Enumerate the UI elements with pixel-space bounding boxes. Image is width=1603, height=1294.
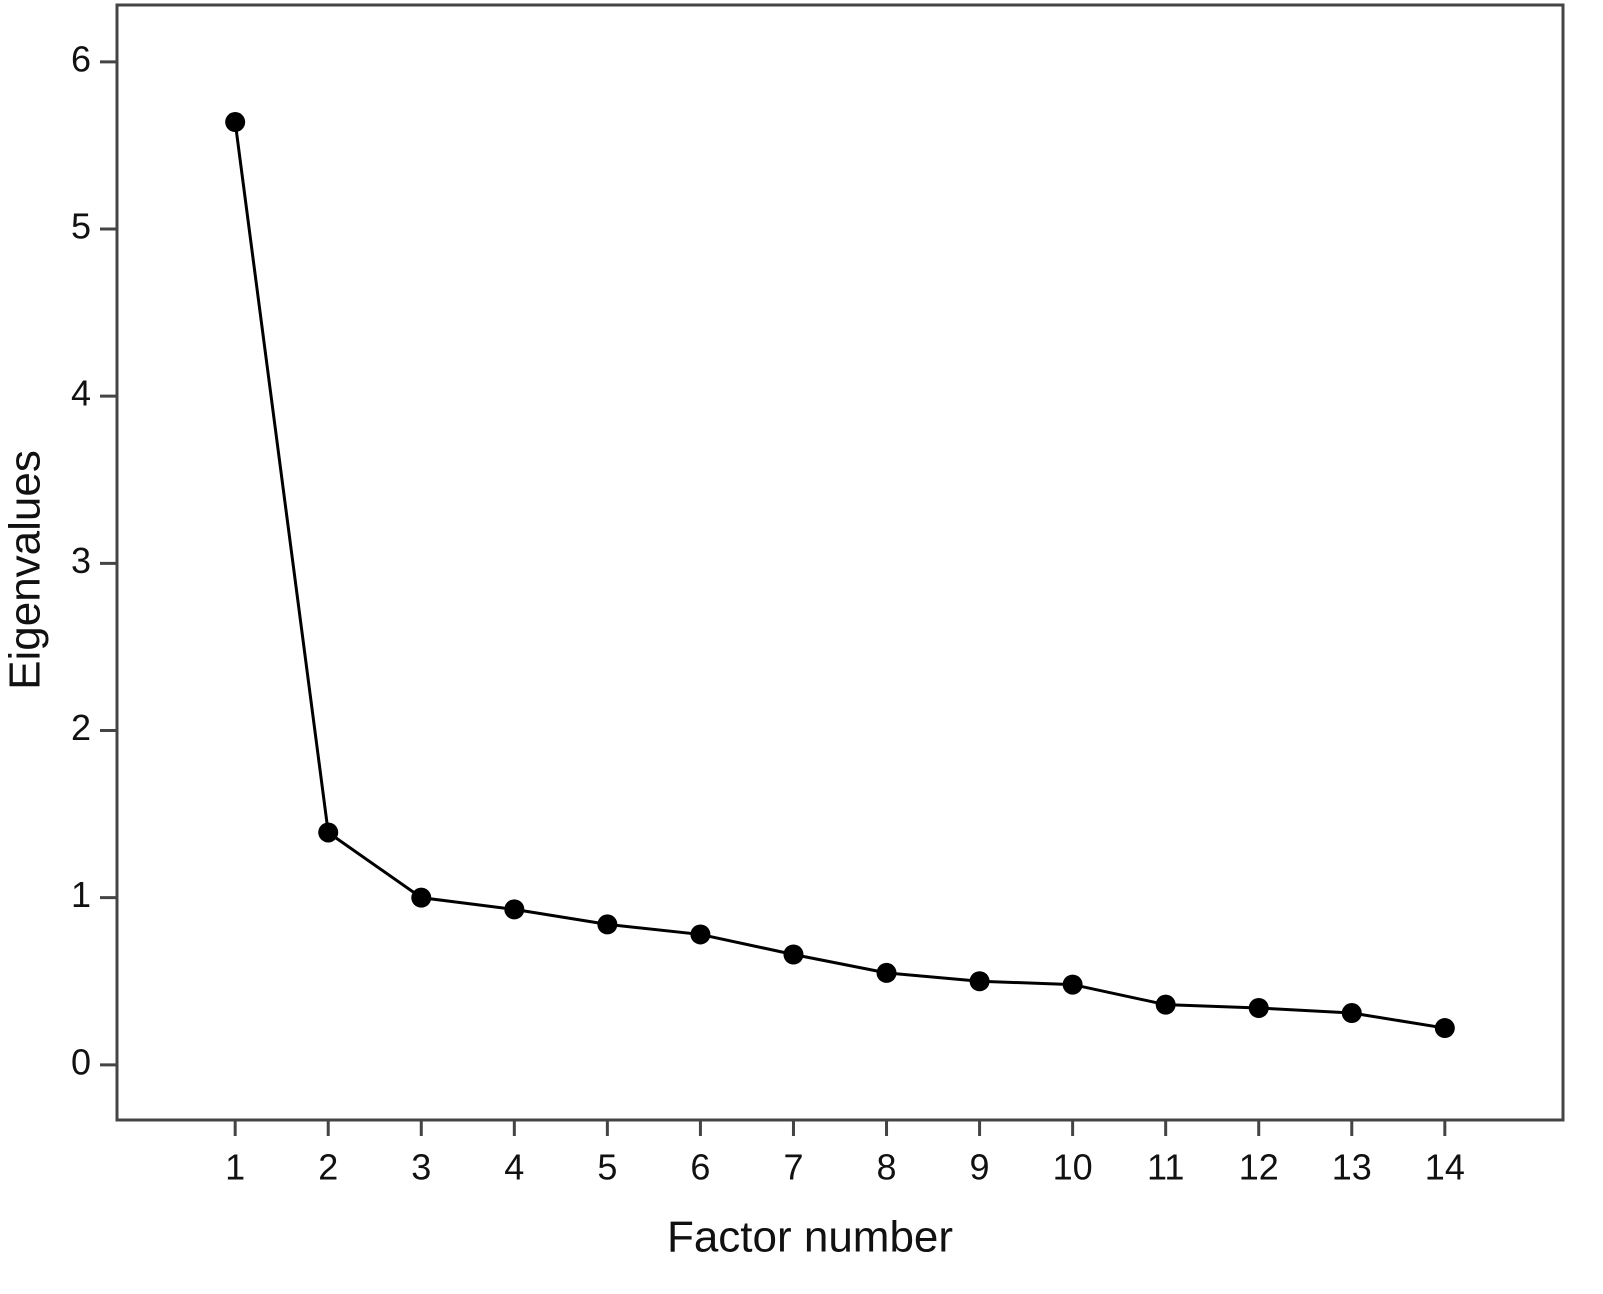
point <box>1155 994 1176 1015</box>
x-tick-label: 14 <box>1425 1147 1465 1188</box>
y-tick-label: 5 <box>71 206 91 247</box>
point <box>783 944 804 965</box>
x-tick-label: 11 <box>1147 1147 1184 1188</box>
x-tick-label: 4 <box>504 1147 524 1188</box>
point <box>411 887 432 908</box>
x-tick-label: 6 <box>690 1147 710 1188</box>
x-axis-title: Factor number <box>667 1213 953 1262</box>
point <box>597 914 618 935</box>
x-tick-label: 3 <box>411 1147 431 1188</box>
point <box>1341 1003 1362 1024</box>
line <box>233 121 1446 1030</box>
y-tick-label: 3 <box>71 540 91 581</box>
y-tick-label: 6 <box>71 38 91 79</box>
x-tick-label: 13 <box>1332 1147 1372 1188</box>
point <box>1062 974 1083 995</box>
point <box>504 899 525 920</box>
point <box>690 924 711 945</box>
x-tick-label: 5 <box>597 1147 617 1188</box>
x-tick-label: 1 <box>225 1147 245 1188</box>
x-tick-label: 8 <box>877 1147 897 1188</box>
point <box>1434 1018 1455 1039</box>
x-tick-label: 2 <box>318 1147 338 1188</box>
x-tick-label: 7 <box>783 1147 803 1188</box>
point <box>876 962 897 983</box>
y-tick-label: 4 <box>71 373 91 414</box>
y-tick-label: 2 <box>71 707 91 748</box>
point <box>969 971 990 992</box>
y-axis-title: Eigenvalues <box>1 450 50 690</box>
point <box>225 112 246 133</box>
point <box>318 822 339 843</box>
y-tick-label: 0 <box>71 1041 91 1082</box>
x-tick-label: 12 <box>1239 1147 1279 1188</box>
x-tick-label: 10 <box>1053 1147 1093 1188</box>
point <box>1248 997 1269 1018</box>
plot-frame <box>115 3 1565 1122</box>
y-tick-label: 1 <box>71 874 91 915</box>
x-tick-label: 9 <box>970 1147 990 1188</box>
